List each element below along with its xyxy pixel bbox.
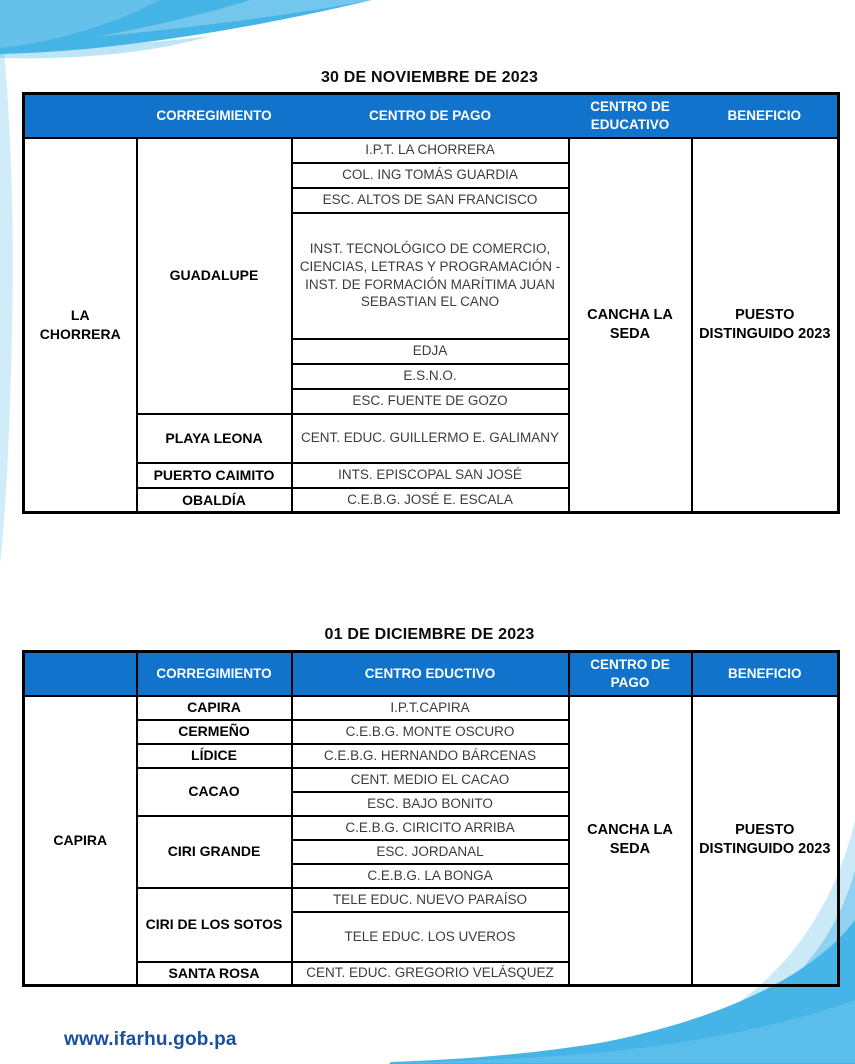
school-cell: TELE EDUC. LOS UVEROS	[290, 910, 570, 963]
table-row: E.S.N.O.	[24, 362, 839, 390]
corregimiento-cell: LÍDICE	[135, 742, 293, 769]
table-row: PUERTO CAIMITO INTS. EPISCOPAL SAN JOSÉ	[24, 461, 839, 489]
school-cell: CENT. EDUC. GUILLERMO E. GALIMANY	[290, 412, 570, 464]
region-cell: LA CHORRERA	[22, 136, 138, 514]
school-cell: C.E.B.G. CIRICITO ARRIBA	[290, 814, 570, 841]
school-cell: CENT. MEDIO EL CACAO	[290, 766, 570, 793]
column-header-empty	[22, 650, 138, 697]
corregimiento-cell: CACAO	[135, 766, 293, 817]
school-cell: E.S.N.O.	[290, 362, 570, 390]
benefit-cell: PUESTO DISTINGUIDO 2023	[690, 694, 840, 987]
corregimiento-cell: CAPIRA	[135, 694, 293, 721]
table-row: C.E.B.G. LA BONGA	[24, 862, 839, 889]
table-row: CIRI DE LOS SOTOS TELE EDUC. NUEVO PARAÍS…	[24, 886, 839, 963]
table-header-row: CORREGIMIENTO CENTRO DE PAGO CENTRO DE EDU…	[23, 93, 839, 138]
footer-website-link[interactable]: www.ifarhu.gob.pa	[64, 1029, 237, 1050]
table-header-row: CORREGIMIENTO CENTRO EDUCTIVO CENTRO DE PA…	[22, 650, 840, 697]
schedule-table-december: CORREGIMIENTO CENTRO EDUCTIVO CENTRO DE PA…	[22, 650, 840, 987]
table-row: OBALDÍA C.E.B.G. JOSÉ E. ESCALA	[24, 486, 839, 514]
table-row: LA CHORRERA GUADALUPE I.P.T. LA CHORRERA CA…	[22, 136, 840, 514]
school-cell: C.E.B.G. MONTE OSCURO	[290, 718, 570, 745]
corregimiento-cell: CIRI DE LOS SOTOS	[135, 886, 293, 963]
column-header-empty	[23, 93, 137, 138]
table-row: CACAO CENT. MEDIO EL CACAO	[24, 766, 839, 817]
top-wave-decoration	[0, 0, 372, 59]
benefit-cell: PUESTO DISTINGUIDO 2023	[690, 136, 840, 514]
school-cell: ESC. BAJO BONITO	[290, 790, 570, 817]
table-row: LÍDICE C.E.B.G. HERNANDO BÁRCENAS	[24, 742, 839, 769]
school-cell: ESC. FUENTE DE GOZO	[290, 387, 570, 415]
table-title-november: 30 DE NOVIEMBRE DE 2023	[320, 69, 539, 86]
column-header: CORREGIMIENTO	[135, 650, 293, 697]
corregimiento-cell: CERMEÑO	[135, 718, 293, 745]
table-row: EDJA	[24, 337, 839, 365]
corregimiento-cell: GUADALUPE	[135, 136, 293, 415]
school-cell: C.E.B.G. HERNANDO BÁRCENAS	[290, 742, 570, 769]
table-row: CIRI GRANDE C.E.B.G. CIRICITO ARRIBA	[24, 814, 839, 889]
column-header: CENTRO EDUCTIVO	[290, 650, 570, 697]
corregimiento-cell: OBALDÍA	[135, 486, 293, 514]
table-title-december: 01 DE DICIEMBRE DE 2023	[324, 626, 535, 643]
school-cell: I.P.T. LA CHORRERA	[290, 136, 570, 164]
table-row: COL. ING TOMÁS GUARDIA	[24, 161, 839, 189]
table-row: ESC. ALTOS DE SAN FRANCISCO	[24, 186, 839, 214]
table-row: CAPIRA CAPIRA I.P.T.CAPIRA CANCHA LA SEDA PU…	[22, 694, 840, 987]
table-row: INST. TECNOLÓGICO DE COMERCIO, CIENCIAS,…	[24, 211, 839, 340]
payment-center-cell: CANCHA LA SEDA	[567, 136, 693, 514]
table-row: ESC. JORDANAL	[24, 838, 839, 865]
school-cell: C.E.B.G. LA BONGA	[290, 862, 570, 889]
school-cell: ESC. ALTOS DE SAN FRANCISCO	[290, 186, 570, 214]
school-cell: INST. TECNOLÓGICO DE COMERCIO, CIENCIAS,…	[290, 211, 570, 340]
school-cell: CENT. EDUC. GREGORIO VELÁSQUEZ	[290, 960, 570, 987]
table-row: ESC. FUENTE DE GOZO	[24, 387, 839, 415]
corregimiento-cell: PLAYA LEONA	[135, 412, 293, 464]
school-cell: TELE EDUC. NUEVO PARAÍSO	[290, 886, 570, 913]
column-header: BENEFICIO	[691, 93, 839, 138]
table-row: PLAYA LEONA CENT. EDUC. GUILLERMO E. GALI…	[24, 412, 839, 464]
column-header: BENEFICIO	[690, 650, 840, 697]
column-header: CENTRO DE PAGO	[567, 650, 693, 697]
school-cell: INTS. EPISCOPAL SAN JOSÉ	[290, 461, 570, 489]
column-header: CENTRO DE EDUCATIVO	[568, 93, 692, 138]
school-cell: I.P.T.CAPIRA	[290, 694, 570, 721]
school-cell: EDJA	[290, 337, 570, 365]
column-header: CORREGIMIENTO	[136, 93, 292, 138]
left-edge-decoration	[0, 50, 13, 565]
corregimiento-cell: PUERTO CAIMITO	[135, 461, 293, 489]
table-row: CERMEÑO C.E.B.G. MONTE OSCURO	[24, 718, 839, 745]
school-cell: ESC. JORDANAL	[290, 838, 570, 865]
schedule-table-november: CORREGIMIENTO CENTRO DE PAGO CENTRO DE EDU…	[22, 92, 840, 514]
corregimiento-cell: SANTA ROSA	[135, 960, 293, 987]
table-row: ESC. BAJO BONITO	[24, 790, 839, 817]
region-cell: CAPIRA	[22, 694, 138, 987]
school-cell: C.E.B.G. JOSÉ E. ESCALA	[290, 486, 570, 514]
payment-center-cell: CANCHA LA SEDA	[567, 694, 693, 987]
school-cell: COL. ING TOMÁS GUARDIA	[290, 161, 570, 189]
column-header: CENTRO DE PAGO	[291, 93, 569, 138]
corregimiento-cell: CIRI GRANDE	[135, 814, 293, 889]
